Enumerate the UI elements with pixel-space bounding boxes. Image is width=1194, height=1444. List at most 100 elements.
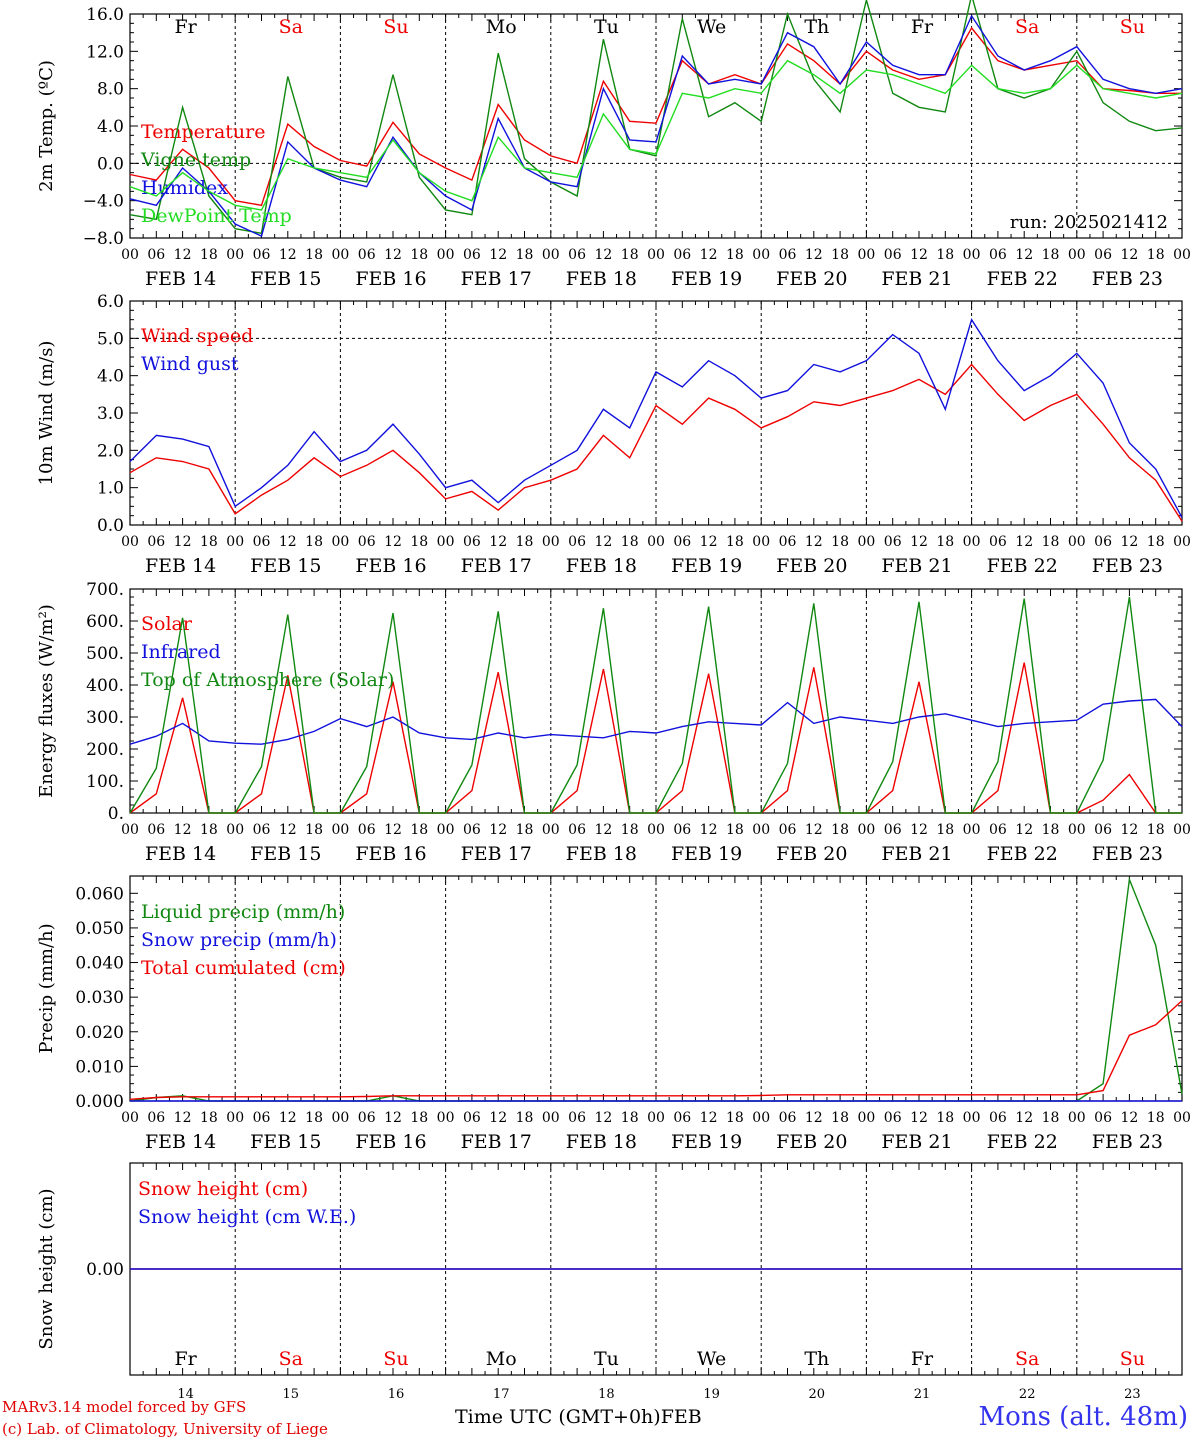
hour-tick-label: 18	[1042, 822, 1060, 838]
hour-tick-label: 00	[542, 822, 560, 838]
hour-tick-label: 18	[936, 822, 954, 838]
day-name: Sa	[1015, 1348, 1039, 1370]
y-tick-label: 0.0	[97, 154, 124, 174]
hour-tick-label: 06	[989, 1110, 1007, 1126]
hour-tick-label: 00	[857, 822, 875, 838]
y-tick-label: −4.0	[83, 192, 124, 212]
y-tick-label: 200.	[86, 740, 124, 760]
date-label: FEB 16	[355, 1131, 426, 1153]
day-number: 19	[703, 1387, 720, 1402]
y-tick-label: 4.0	[97, 367, 124, 387]
hour-tick-label: 00	[752, 247, 770, 263]
hour-tick-label: 00	[331, 822, 349, 838]
hour-tick-label: 00	[1068, 247, 1086, 263]
hour-tick-label: 00	[331, 534, 349, 550]
y-tick-label: 400.	[86, 676, 124, 696]
hour-tick-label: 00	[647, 1110, 665, 1126]
hour-tick-label: 12	[384, 822, 402, 838]
hour-tick-label: 06	[568, 534, 586, 550]
hour-tick-label: 12	[1015, 534, 1033, 550]
hour-tick-label: 18	[1147, 1110, 1165, 1126]
hour-tick-label: 06	[147, 247, 165, 263]
y-tick-label: 0.050	[75, 919, 124, 939]
y-axis-label: Snow height (cm)	[36, 1188, 57, 1349]
hour-tick-label: 18	[1042, 247, 1060, 263]
hour-tick-label: 18	[831, 1110, 849, 1126]
day-number: 18	[598, 1387, 615, 1402]
date-label: FEB 20	[776, 555, 847, 577]
day-name: Fr	[174, 1348, 197, 1370]
hour-tick-label: 18	[410, 247, 428, 263]
hour-tick-label: 00	[752, 1110, 770, 1126]
hour-tick-label: 00	[226, 1110, 244, 1126]
y-tick-label: 1.0	[97, 479, 124, 499]
hour-tick-label: 12	[174, 534, 192, 550]
hour-tick-label: 18	[200, 534, 218, 550]
hour-tick-label: 06	[989, 247, 1007, 263]
date-label: FEB 21	[881, 843, 952, 865]
y-tick-label: 2.0	[97, 441, 124, 461]
date-label: FEB 18	[566, 268, 637, 290]
day-number: 22	[1019, 1387, 1036, 1402]
hour-tick-label: 06	[463, 822, 481, 838]
day-number: 23	[1124, 1387, 1141, 1402]
day-name: We	[697, 16, 726, 38]
y-tick-label: 0.030	[75, 988, 124, 1008]
day-number: 17	[493, 1387, 510, 1402]
date-label: FEB 14	[145, 1131, 216, 1153]
day-number: 16	[388, 1387, 405, 1402]
hour-tick-label: 06	[1094, 534, 1112, 550]
hour-tick-label: 00	[752, 534, 770, 550]
hour-tick-label: 06	[147, 1110, 165, 1126]
date-label: FEB 23	[1092, 1131, 1163, 1153]
hour-tick-label: 12	[174, 1110, 192, 1126]
date-label: FEB 16	[355, 268, 426, 290]
hour-tick-label: 18	[936, 1110, 954, 1126]
y-tick-label: 4.0	[97, 117, 124, 137]
y-axis-label: Energy fluxes (W/m²)	[36, 604, 57, 798]
day-name: Su	[383, 16, 408, 38]
hour-tick-label: 00	[963, 534, 981, 550]
day-number: 14	[177, 1387, 194, 1402]
hour-tick-label: 00	[437, 534, 455, 550]
date-label: FEB 17	[461, 1131, 532, 1153]
hour-tick-label: 00	[226, 822, 244, 838]
y-axis-label: Precip (mm/h)	[36, 923, 57, 1053]
legend-entry: Liquid precip (mm/h)	[141, 901, 345, 923]
day-name: Su	[1120, 16, 1145, 38]
hour-tick-label: 18	[200, 247, 218, 263]
legend-entry: Infrared	[141, 641, 221, 663]
date-label: FEB 14	[145, 555, 216, 577]
hour-tick-label: 06	[884, 822, 902, 838]
hour-tick-label: 12	[594, 247, 612, 263]
date-label: FEB 15	[250, 1131, 321, 1153]
hour-tick-label: 06	[779, 247, 797, 263]
hour-tick-label: 12	[279, 247, 297, 263]
date-label: FEB 21	[881, 1131, 952, 1153]
hour-tick-label: 00	[226, 247, 244, 263]
hour-tick-label: 06	[1094, 1110, 1112, 1126]
legend-entry: Humidex	[141, 177, 228, 199]
hour-tick-label: 12	[1015, 822, 1033, 838]
hour-tick-label: 12	[489, 247, 507, 263]
date-label: FEB 22	[987, 1131, 1058, 1153]
hour-tick-label: 12	[489, 822, 507, 838]
hour-tick-label: 18	[516, 247, 534, 263]
hour-tick-label: 00	[963, 247, 981, 263]
date-label: FEB 15	[250, 555, 321, 577]
y-tick-label: 500.	[86, 644, 124, 664]
station-label: Mons (alt. 48m)	[978, 1402, 1188, 1432]
hour-tick-label: 00	[752, 822, 770, 838]
hour-tick-label: 06	[779, 822, 797, 838]
hour-tick-label: 12	[700, 822, 718, 838]
hour-tick-label: 12	[910, 534, 928, 550]
day-number: 15	[283, 1387, 300, 1402]
legend-entry: Snow height (cm)	[138, 1178, 308, 1200]
hour-tick-label: 00	[437, 822, 455, 838]
hour-tick-label: 12	[1120, 822, 1138, 838]
series-line	[129, 0, 1183, 235]
hour-tick-label: 06	[989, 822, 1007, 838]
hour-tick-label: 18	[831, 247, 849, 263]
hour-tick-label: 18	[936, 247, 954, 263]
date-label: FEB 14	[145, 268, 216, 290]
